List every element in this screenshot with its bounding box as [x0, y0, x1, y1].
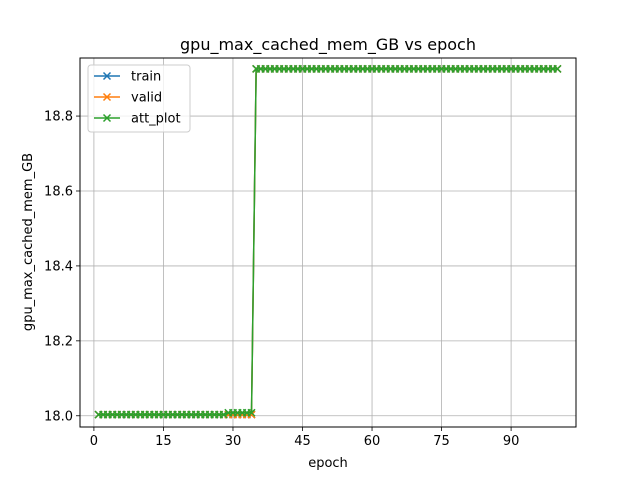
legend-label: valid: [131, 91, 162, 106]
x-tick-label: 45: [294, 434, 311, 449]
data-point-att_plot: [219, 410, 228, 419]
series-line-att_plot: [98, 68, 558, 416]
chart-title: gpu_max_cached_mem_GB vs epoch: [180, 35, 476, 55]
data-point-att_plot: [247, 408, 256, 417]
x-tick-label: 30: [225, 434, 242, 449]
legend-box: [87, 64, 191, 133]
x-tick-label: 60: [364, 434, 381, 449]
y-tick-label: 18.2: [44, 334, 73, 349]
x-tick-label: 75: [433, 434, 450, 449]
y-axis-label: gpu_max_cached_mem_GB: [21, 153, 36, 331]
legend-item-valid: valid: [94, 91, 162, 106]
legend-label: train: [131, 70, 161, 85]
legend-swatch-marker: [102, 71, 112, 81]
x-tick-label: 15: [155, 434, 172, 449]
plot-frame: [79, 57, 577, 428]
y-tick-label: 18.0: [44, 409, 73, 424]
y-tick-label: 18.8: [44, 110, 73, 125]
y-tick-label: 18.4: [44, 259, 73, 274]
legend-swatch-marker: [102, 113, 112, 123]
legend-item-train: train: [94, 70, 161, 85]
legend-swatch-marker: [102, 92, 112, 102]
axis-ticks: 0 15 30 45 60 75 90 18.0 18.2 18.4 18.6 18.8: [44, 110, 519, 449]
series-lines: [94, 64, 562, 419]
legend-label: att_plot: [131, 112, 181, 127]
y-tick-label: 18.6: [44, 184, 73, 199]
series-att_plot: [94, 64, 562, 419]
legend: train valid att_plot: [87, 64, 191, 133]
x-axis-label: epoch: [308, 456, 348, 471]
x-tick-label: 0: [90, 434, 98, 449]
data-point-att_plot: [553, 64, 562, 73]
legend-item-att_plot: att_plot: [94, 112, 181, 127]
x-tick-label: 90: [503, 434, 520, 449]
